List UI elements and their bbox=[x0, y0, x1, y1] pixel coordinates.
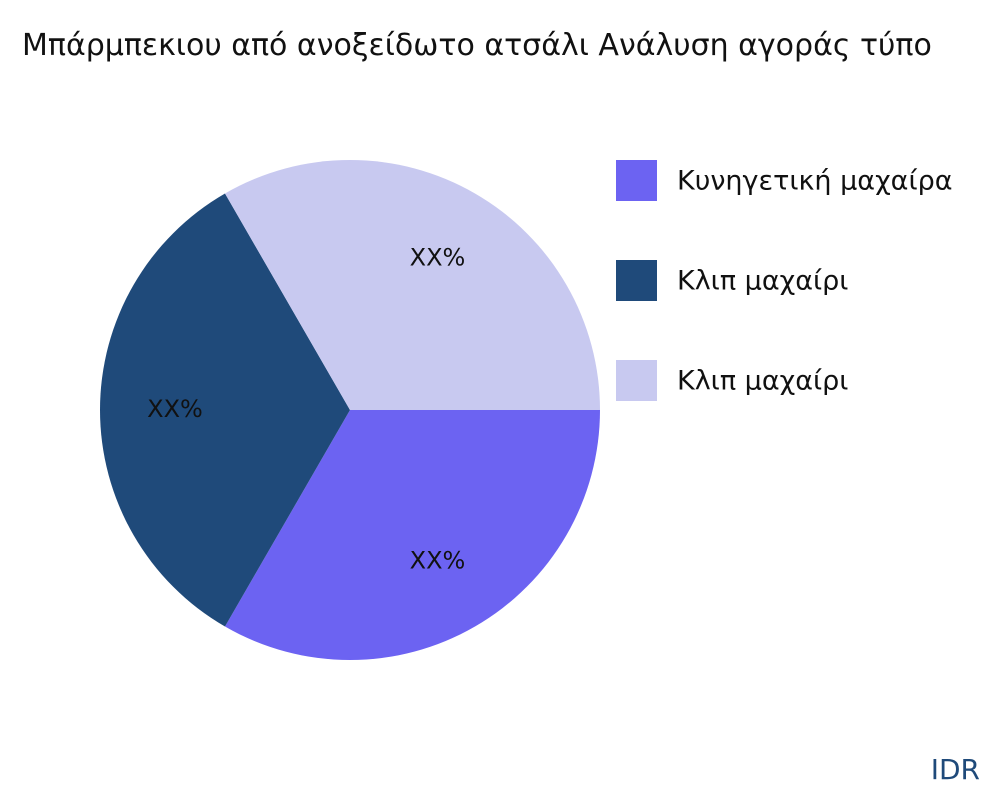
legend-label: Κλιπ μαχαίρι bbox=[677, 266, 848, 297]
legend-label: Κλιπ μαχαίρι bbox=[677, 366, 848, 397]
legend-swatch bbox=[616, 160, 657, 201]
pie-slice bbox=[225, 410, 600, 660]
legend-swatch bbox=[616, 360, 657, 401]
data-label: XX% bbox=[410, 243, 466, 271]
chart-title: Μπάρμπεκιου από ανοξείδωτο ατσάλι Ανάλυσ… bbox=[22, 28, 932, 63]
data-label: XX% bbox=[147, 395, 203, 423]
legend-label: Κυνηγετική μαχαίρα bbox=[677, 166, 953, 197]
pie-slice bbox=[225, 160, 600, 410]
legend-swatch bbox=[616, 260, 657, 301]
watermark: IDR bbox=[930, 753, 980, 786]
data-label: XX% bbox=[410, 547, 466, 575]
